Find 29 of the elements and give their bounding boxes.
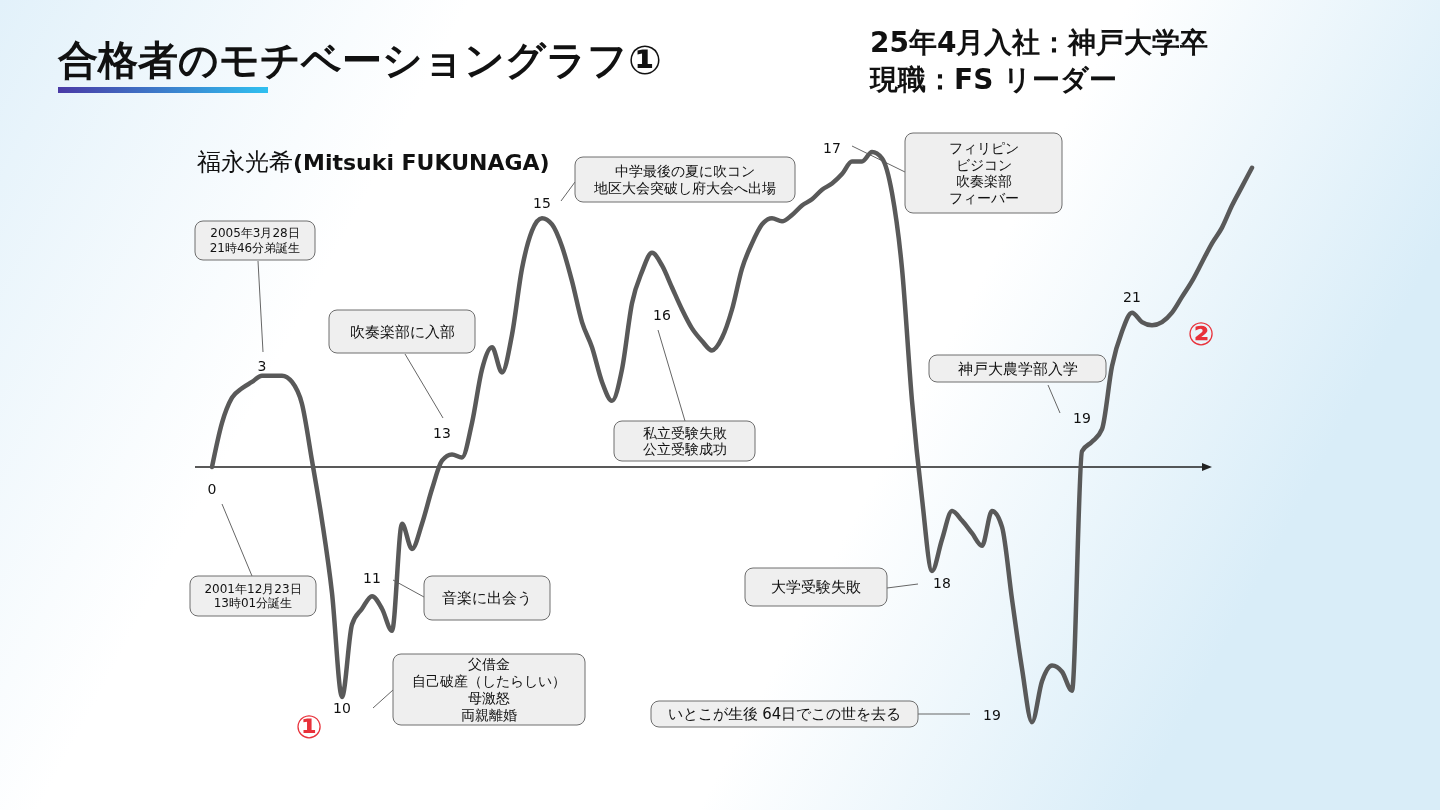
x-tick-label: 16 [653, 307, 671, 324]
annotation: 音楽に出会う [442, 589, 532, 607]
annotation: ① [295, 708, 323, 746]
text: 25年4月入社：神戸大学卒 [870, 25, 1209, 59]
annotation: 大学受験失敗 [771, 578, 861, 596]
annotation: 2001年12月23日 13時01分誕生 [204, 581, 302, 611]
annotation: 父借金自己破産（したらしい）母激怒両親離婚 [412, 656, 566, 723]
chart-title: 合格者のモチベーショングラフ① [57, 37, 662, 83]
annotation: 中学最後の夏に吹コン地区大会突破し府大会へ出場 [593, 163, 776, 196]
x-tick-label: 18 [933, 575, 951, 592]
x-tick-label: 19 [983, 707, 1001, 724]
annotation: フィリピンビジコン吹奏楽部フィーバー [948, 139, 1019, 207]
text: 現職：FS リーダー [869, 62, 1118, 96]
x-tick-label: 11 [363, 570, 381, 587]
x-tick-label: 15 [533, 195, 551, 212]
x-tick-label: 0 [207, 481, 217, 497]
x-tick-label: 13 [433, 424, 451, 441]
x-tick-label: 10 [333, 699, 351, 716]
annotation: 神戸大農学部入学 [957, 359, 1078, 378]
chart-subtitle: 福永光希(Mitsuki FUKUNAGA) [197, 148, 550, 176]
x-tick-label: 3 [257, 357, 267, 374]
annotation: いとこが生後 64日でこの世を去る [667, 705, 902, 723]
annotation: 吹奏楽部に入部 [349, 322, 455, 341]
x-tick-label: 19 [1073, 410, 1091, 427]
annotation: 私立受験失敗公立受験成功 [642, 424, 727, 458]
x-tick-label: 21 [1123, 288, 1141, 305]
annotation: 2005年3月28日 21時46分弟誕生 [209, 226, 301, 255]
x-tick-label: 17 [823, 139, 841, 156]
annotation: ② [1187, 315, 1215, 353]
